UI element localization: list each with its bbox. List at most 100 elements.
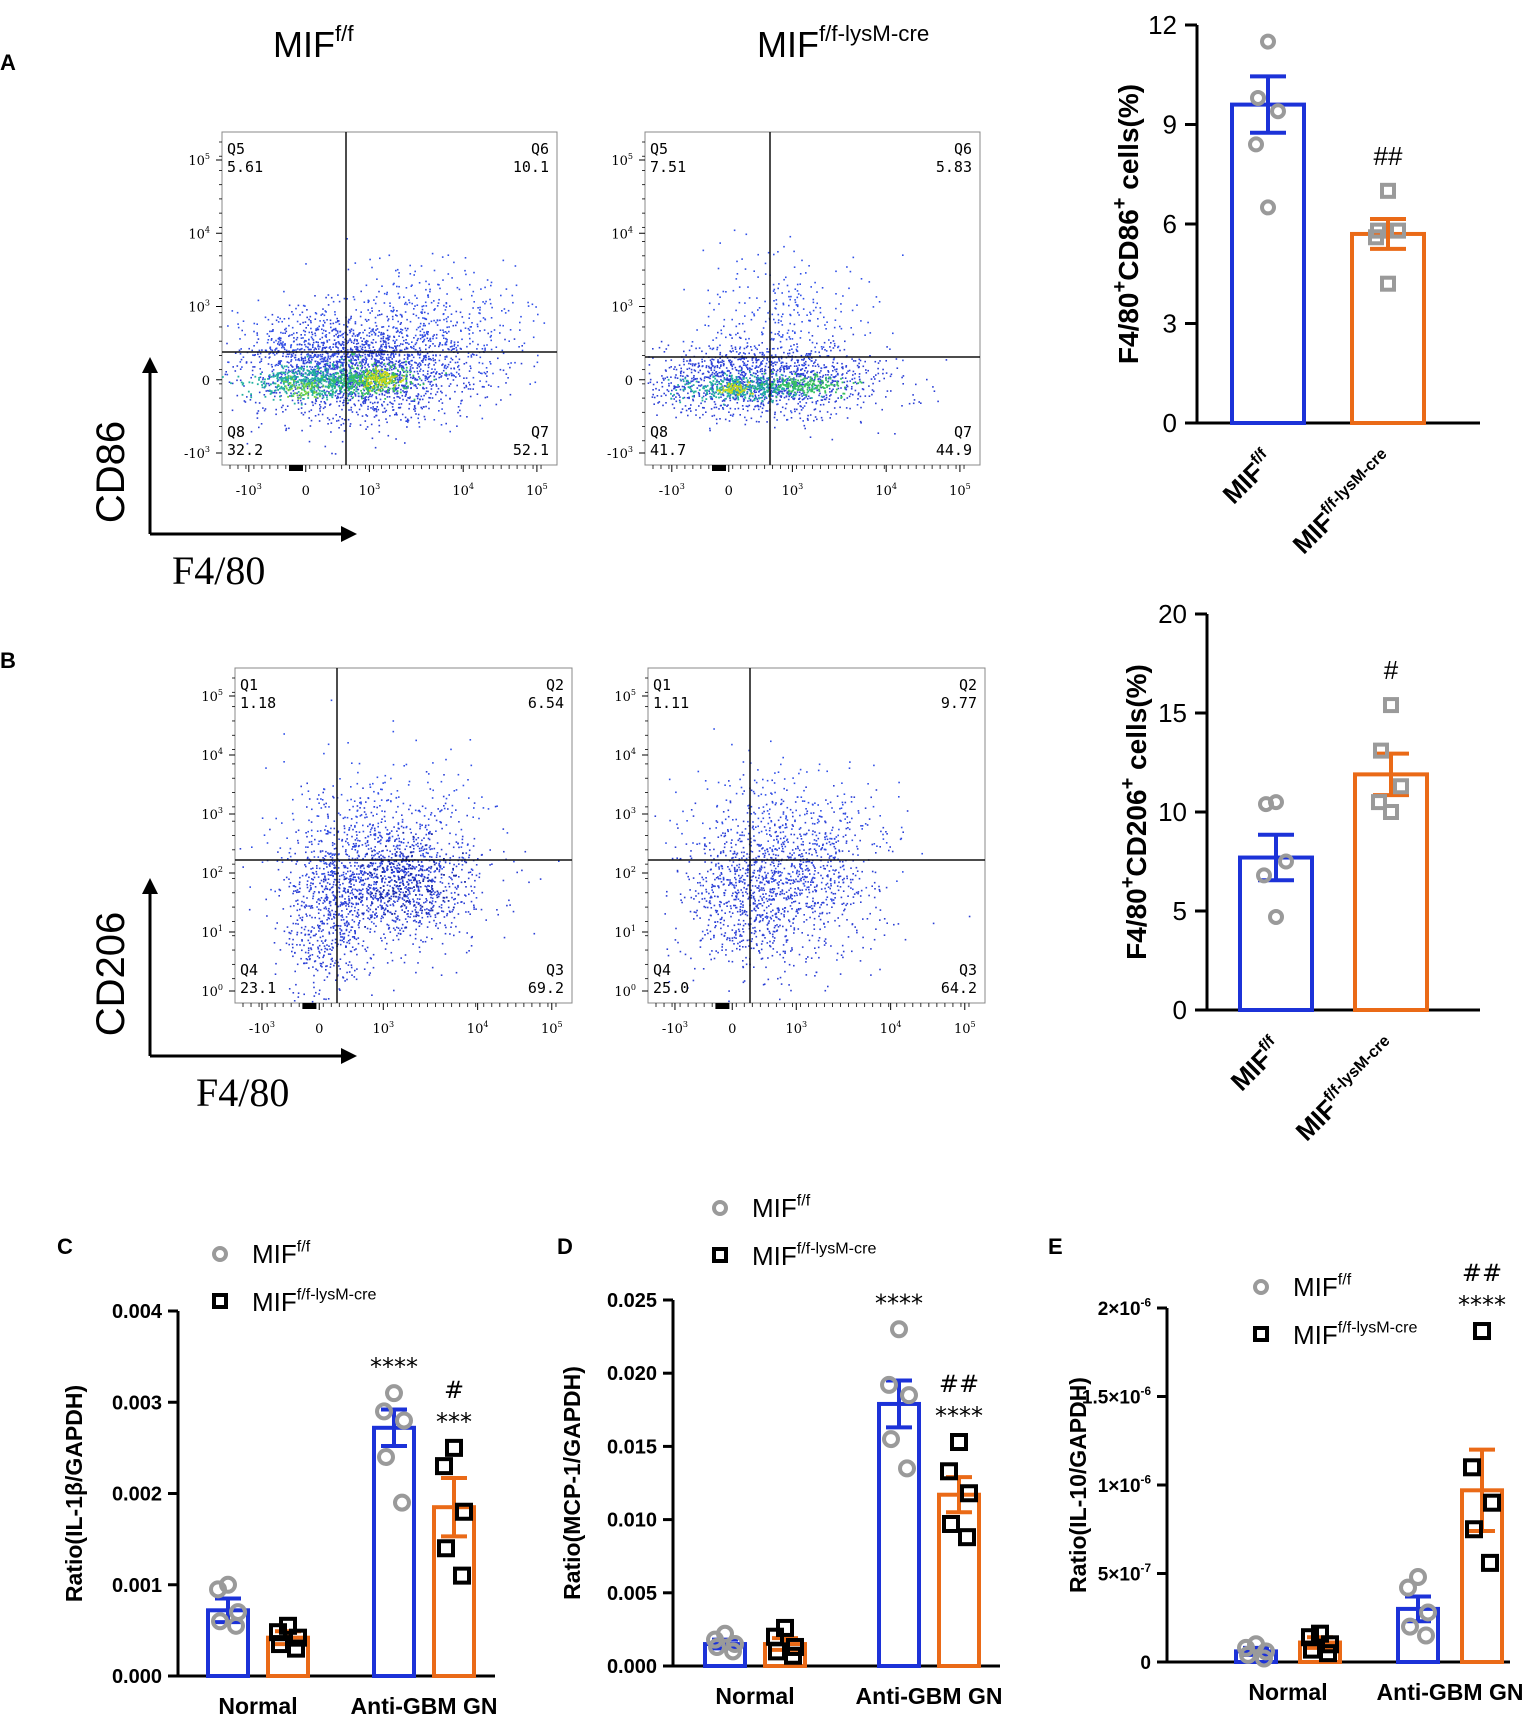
event-dot-dense [404,370,406,373]
event-dot [502,259,505,262]
event-dot [477,343,479,346]
event-dot [398,272,400,274]
event-dot [457,341,459,343]
event-dot-dense [310,361,312,364]
event-dot [391,358,393,360]
event-dot [716,379,718,382]
event-dot-dense [384,370,386,373]
event-dot [353,403,356,405]
event-dot [295,349,297,351]
event-dot [324,370,326,372]
event-dot-dense [334,381,337,383]
event-dot [823,316,825,319]
event-dot [737,407,740,410]
event-dot [395,438,397,440]
event-dot [369,386,371,389]
event-dot-dense [394,375,397,378]
event-dot [840,395,842,397]
event-dot [417,383,420,385]
event-dot [427,390,429,393]
event-dot [792,351,795,354]
event-dot [304,411,306,414]
event-dot [348,393,351,395]
event-dot [833,326,836,329]
event-dot [766,377,768,380]
event-dot [428,346,430,349]
event-dot [337,294,339,296]
event-dot [347,393,350,395]
event-dot [456,286,459,289]
event-dot [432,335,434,338]
event-dot [442,334,445,337]
event-dot [746,366,748,369]
event-dot [383,375,386,378]
event-dot [490,385,492,387]
event-dot [881,408,883,411]
event-dot [268,335,270,337]
event-dot [359,373,362,376]
event-dot [351,355,354,358]
event-dot-dense [282,381,285,384]
event-dot [346,375,349,378]
event-dot [301,347,303,350]
event-dot [770,398,772,400]
event-dot [364,356,367,358]
event-dot [809,436,812,438]
event-dot [651,396,654,398]
event-dot [416,304,419,306]
event-dot [234,352,237,354]
event-dot [364,341,367,343]
event-dot-dense [366,388,369,390]
event-dot-dense [270,390,273,393]
event-dot [725,354,727,357]
event-dot-dense [285,392,288,395]
event-dot-dense [369,377,372,380]
event-dot [254,401,257,404]
event-dot [349,383,352,385]
event-dot [680,379,682,382]
event-dot [398,407,401,409]
event-dot [424,375,426,377]
event-dot [269,352,272,354]
event-dot [380,345,382,348]
event-dot [796,382,799,384]
event-dot [675,416,677,419]
event-dot [945,359,948,361]
event-dot [815,374,817,376]
event-dot-dense [368,372,371,375]
event-dot-dense [390,366,393,369]
event-dot [295,365,298,367]
event-dot [380,371,383,373]
event-dot [441,256,444,258]
event-dot [406,303,408,306]
event-dot [531,303,534,306]
event-dot [384,340,386,342]
event-dot-dense [375,372,378,375]
event-dot-dense [381,380,383,383]
event-dot-dense [405,373,408,376]
event-dot [412,375,415,378]
event-dot [811,360,813,362]
event-dot [415,413,417,415]
event-dot [772,283,775,286]
event-dot [860,278,863,280]
event-dot [414,343,417,346]
event-dot [843,348,846,351]
event-dot [656,381,658,384]
event-dot [395,339,398,341]
event-dot [771,354,773,357]
event-dot [226,373,229,376]
event-dot [796,408,798,411]
event-dot [336,317,338,320]
event-dot [787,379,789,382]
event-dot [815,401,817,403]
event-dot [399,365,401,367]
event-dot [297,370,299,372]
event-dot [364,346,366,349]
event-dot [361,365,364,367]
event-dot [761,331,763,334]
event-dot [272,381,274,384]
event-dot-dense [381,374,384,377]
event-dot [360,403,362,406]
event-dot [727,404,729,406]
